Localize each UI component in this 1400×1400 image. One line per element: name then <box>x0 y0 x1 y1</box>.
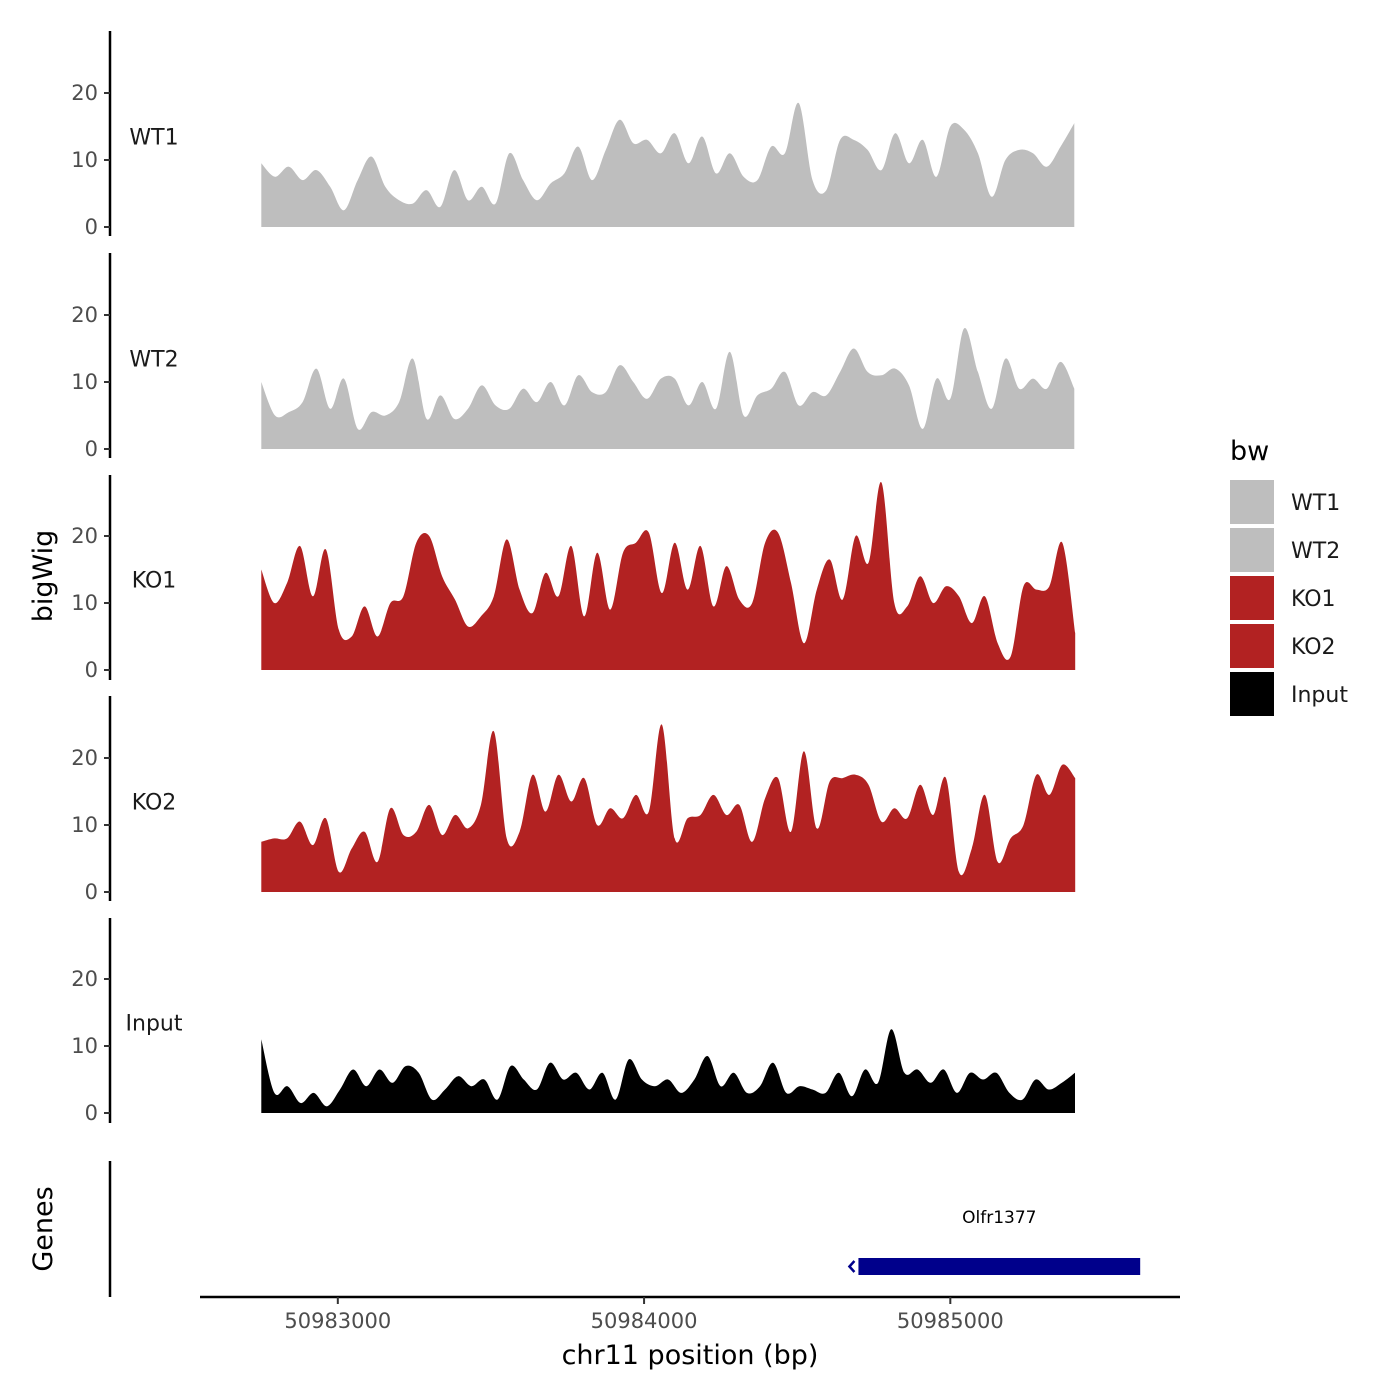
track-KO1: 0 10 20 KO1 <box>71 475 1076 682</box>
y-axis-title: bigWig <box>28 530 59 623</box>
y-tick-label-KO2-20: 20 <box>71 746 98 770</box>
y-tick-label-KO2-10: 10 <box>71 813 98 837</box>
legend-key-KO2 <box>1230 624 1274 668</box>
gene-bar-Olfr1377 <box>858 1258 1141 1275</box>
genes-axis-title: Genes <box>28 1186 59 1271</box>
track-label-WT1: WT1 <box>129 126 178 151</box>
track-Input: 0 10 20 Input <box>71 918 1075 1125</box>
legend: bw WT1 WT2 KO1 KO2 Input <box>1230 436 1348 716</box>
legend-title: bw <box>1230 436 1269 467</box>
y-tick-label-WT1-10: 10 <box>71 148 98 172</box>
area-WT1 <box>261 102 1075 227</box>
y-tick-label-KO2-0: 0 <box>85 880 98 904</box>
x-tick-label-50983000: 50983000 <box>284 1309 391 1333</box>
legend-label-KO2: KO2 <box>1291 635 1336 660</box>
track-WT2: 0 10 20 WT2 <box>71 253 1075 461</box>
gene-strand-arrow-Olfr1377 <box>847 1260 856 1273</box>
track-label-KO1: KO1 <box>132 569 177 594</box>
track-WT1: 0 10 20 WT1 <box>71 31 1075 239</box>
legend-key-KO1 <box>1230 576 1274 620</box>
track-label-KO2: KO2 <box>132 791 177 816</box>
track-label-Input: Input <box>126 1012 183 1037</box>
x-tick-label-50985000: 50985000 <box>897 1309 1004 1333</box>
gene-label-Olfr1377: Olfr1377 <box>962 1208 1036 1228</box>
y-tick-label-WT2-20: 20 <box>71 303 98 327</box>
y-tick-label-WT2-10: 10 <box>71 370 98 394</box>
x-tick-label-50984000: 50984000 <box>591 1309 698 1333</box>
legend-label-KO1: KO1 <box>1291 587 1336 612</box>
legend-key-Input <box>1230 672 1274 716</box>
x-axis-title: chr11 position (bp) <box>562 1340 819 1371</box>
y-tick-label-Input-20: 20 <box>71 967 98 991</box>
legend-label-WT1: WT1 <box>1291 491 1340 516</box>
y-tick-label-KO1-20: 20 <box>71 524 98 548</box>
area-KO2 <box>261 724 1076 892</box>
legend-label-WT2: WT2 <box>1291 539 1340 564</box>
genes-panel: Olfr1377 <box>108 1161 1141 1297</box>
y-tick-label-WT1-0: 0 <box>85 215 98 239</box>
area-KO1 <box>261 481 1076 670</box>
area-Input <box>261 1029 1075 1113</box>
legend-label-Input: Input <box>1291 683 1348 708</box>
y-tick-label-WT2-0: 0 <box>85 437 98 461</box>
y-tick-label-WT1-20: 20 <box>71 81 98 105</box>
track-KO2: 0 10 20 KO2 <box>71 696 1076 904</box>
y-tick-label-KO1-0: 0 <box>85 658 98 682</box>
y-tick-label-Input-0: 0 <box>85 1101 98 1125</box>
y-tick-label-Input-10: 10 <box>71 1034 98 1058</box>
area-WT2 <box>261 327 1075 449</box>
x-axis: 50983000 50984000 50985000 <box>200 1295 1180 1333</box>
signal-tracks: 0 10 20 WT1 0 10 20 WT2 0 10 20 KO1 0 10 20 KO2 0 10 20 Inp… <box>71 31 1076 1125</box>
legend-key-WT2 <box>1230 528 1274 572</box>
track-label-WT2: WT2 <box>129 348 178 373</box>
y-tick-label-KO1-10: 10 <box>71 591 98 615</box>
legend-key-WT1 <box>1230 480 1274 524</box>
